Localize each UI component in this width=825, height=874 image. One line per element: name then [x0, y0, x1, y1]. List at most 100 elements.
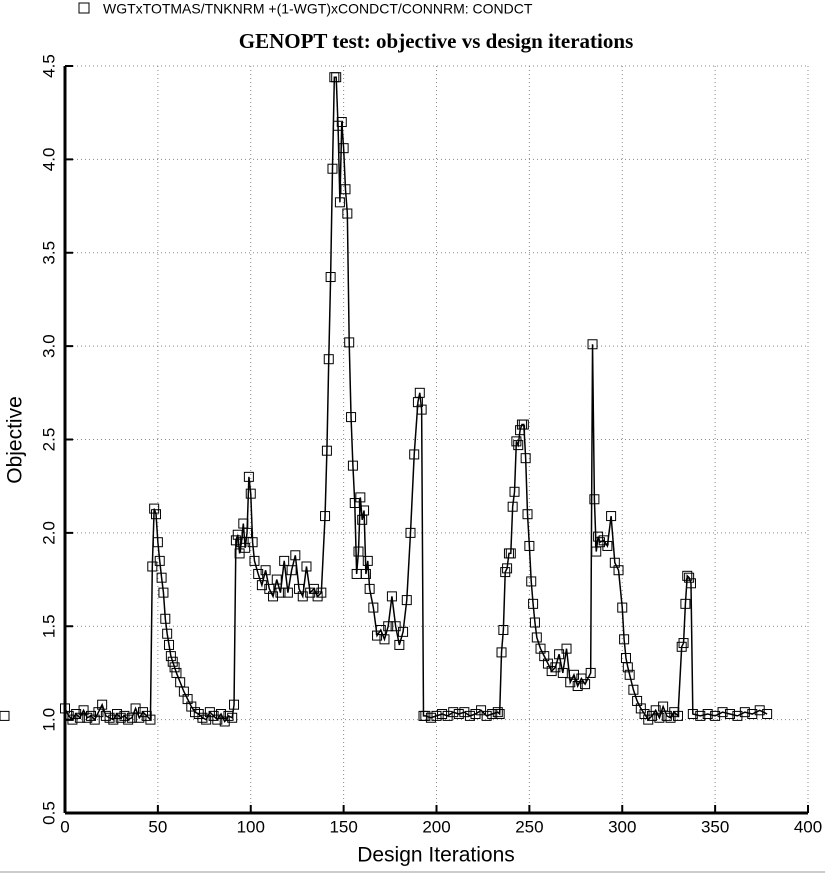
x-tick-label: 250	[515, 817, 543, 836]
point-marker	[190, 707, 201, 718]
point-marker	[321, 445, 332, 456]
point-marker	[294, 583, 305, 594]
point-marker	[316, 587, 327, 598]
point-marker	[249, 555, 260, 566]
point-marker	[229, 699, 240, 710]
point-marker	[481, 710, 492, 721]
point-marker	[245, 488, 256, 499]
point-marker	[386, 591, 397, 602]
x-tick-label: 0	[60, 817, 69, 836]
point-marker	[539, 651, 550, 662]
point-marker	[576, 673, 587, 684]
point-marker	[676, 641, 687, 652]
point-marker	[535, 643, 546, 654]
point-marker	[724, 709, 735, 720]
point-marker	[531, 632, 542, 643]
point-marker	[702, 709, 713, 720]
point-marker	[359, 505, 370, 516]
point-marker	[661, 710, 672, 721]
point-marker	[762, 709, 773, 720]
point-marker	[518, 419, 529, 430]
point-marker	[327, 163, 338, 174]
point-marker	[507, 501, 518, 512]
point-marker	[464, 710, 475, 721]
point-marker	[557, 667, 568, 678]
point-marker	[635, 703, 646, 714]
point-marker	[353, 546, 364, 557]
point-marker	[459, 707, 470, 718]
point-marker	[624, 669, 635, 680]
point-marker	[619, 634, 630, 645]
point-marker	[338, 143, 349, 154]
point-marker	[67, 714, 78, 725]
point-marker	[364, 583, 375, 594]
point-marker	[650, 705, 661, 716]
point-marker	[219, 716, 230, 727]
point-marker	[505, 548, 516, 559]
point-marker	[598, 535, 609, 546]
point-marker	[511, 436, 522, 447]
point-marker	[186, 701, 197, 712]
point-marker	[193, 709, 204, 720]
point-marker	[201, 714, 212, 725]
point-marker	[162, 628, 173, 639]
point-marker	[234, 548, 245, 559]
point-marker	[253, 568, 264, 579]
point-marker	[747, 709, 758, 720]
point-marker	[240, 542, 251, 553]
point-marker	[236, 537, 247, 548]
point-marker	[425, 712, 436, 723]
point-marker	[271, 574, 282, 585]
y-tick-label: 2.5	[39, 428, 58, 452]
point-marker	[554, 649, 565, 660]
point-marker	[323, 354, 334, 365]
point-marker	[264, 583, 275, 594]
x-tick-label: 100	[237, 817, 265, 836]
point-marker	[498, 624, 509, 635]
point-marker	[152, 537, 163, 548]
x-tick-label: 300	[608, 817, 636, 836]
point-marker	[515, 425, 526, 436]
point-marker	[710, 710, 721, 721]
point-marker	[526, 576, 537, 587]
point-marker	[665, 712, 676, 723]
point-marker	[138, 707, 149, 718]
point-marker	[420, 710, 431, 721]
point-marker	[123, 714, 134, 725]
point-marker	[0, 710, 10, 721]
point-marker	[112, 709, 123, 720]
point-marker	[587, 339, 598, 350]
point-marker	[546, 666, 557, 677]
point-marker	[453, 709, 464, 720]
x-tick-label: 50	[148, 817, 167, 836]
point-marker	[372, 630, 383, 641]
point-marker	[500, 567, 511, 578]
point-marker	[216, 709, 227, 720]
point-marker	[230, 535, 241, 546]
point-marker	[100, 710, 111, 721]
point-marker	[156, 572, 167, 583]
point-marker	[151, 509, 162, 520]
point-marker	[290, 550, 301, 561]
point-marker	[89, 714, 100, 725]
legend-label: WGTxTOTMAS/TNKNRM +(1-WGT)xCONDCT/CONNRM…	[103, 1, 533, 17]
point-marker	[695, 710, 706, 721]
point-marker	[617, 602, 628, 613]
point-marker	[448, 707, 459, 718]
point-marker	[93, 707, 104, 718]
point-marker	[149, 503, 160, 514]
point-marker	[160, 613, 171, 624]
point-marker	[732, 710, 743, 721]
point-marker	[669, 707, 680, 718]
y-tick-label: 4.5	[39, 54, 58, 78]
point-marker	[71, 709, 82, 720]
point-marker	[256, 580, 267, 591]
point-marker	[63, 710, 74, 721]
point-marker	[594, 537, 605, 548]
point-marker	[344, 337, 355, 348]
point-marker	[260, 565, 271, 576]
point-marker	[355, 492, 366, 503]
point-marker	[680, 598, 691, 609]
chart-title: GENOPT test: objective vs design iterati…	[239, 29, 634, 53]
